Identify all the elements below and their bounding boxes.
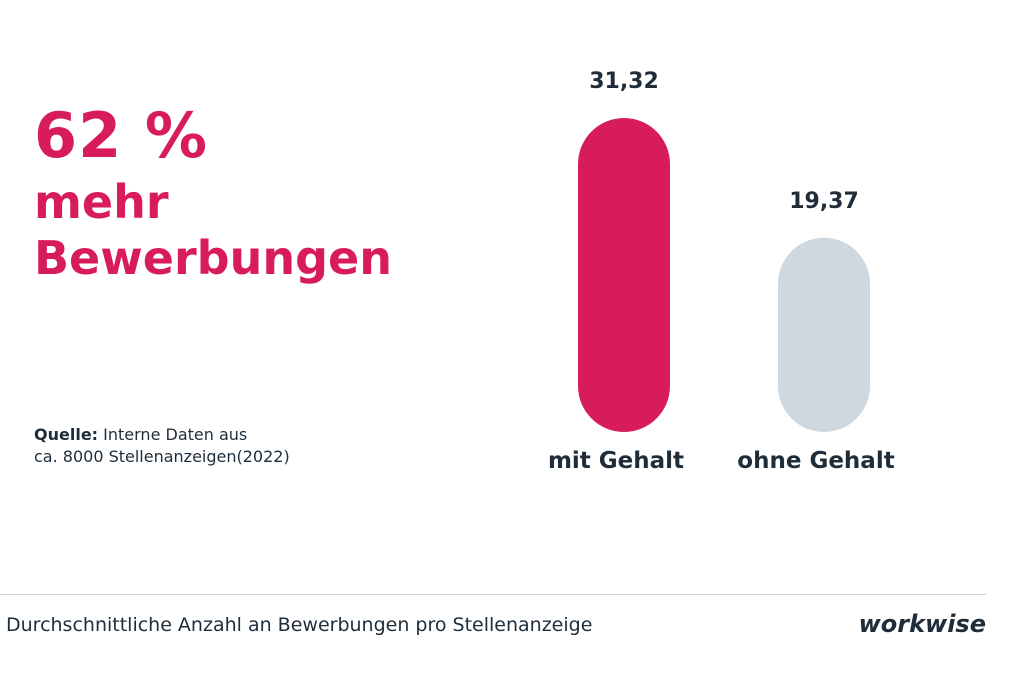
bar-1 (578, 118, 670, 432)
category-label-1: mit Gehalt (548, 448, 684, 474)
headline-line2: mehr (34, 174, 169, 229)
headline: 62 % mehr Bewerbungen (34, 98, 392, 286)
bar-value-label-2: 19,37 (789, 189, 859, 214)
bar-value-label-1: 31,32 (589, 69, 659, 94)
category-label-2: ohne Gehalt (737, 448, 894, 474)
headline-percent: 62 % (34, 99, 208, 172)
source-text-2: ca. 8000 Stellenanzeigen(2022) (34, 447, 290, 466)
bar-2 (778, 237, 870, 432)
source-text: Interne Daten aus (103, 425, 248, 444)
footer-divider (0, 594, 986, 595)
headline-line3: Bewerbungen (34, 230, 392, 285)
source-label: Quelle: (34, 425, 99, 444)
bar-chart: 31,32 mit Gehalt 19,37 ohne Gehalt (548, 69, 895, 474)
source-note: Quelle: Interne Daten aus ca. 8000 Stell… (34, 424, 290, 468)
brand-logo: workwise (858, 610, 986, 638)
footer-caption: Durchschnittliche Anzahl an Bewerbungen … (6, 614, 593, 636)
